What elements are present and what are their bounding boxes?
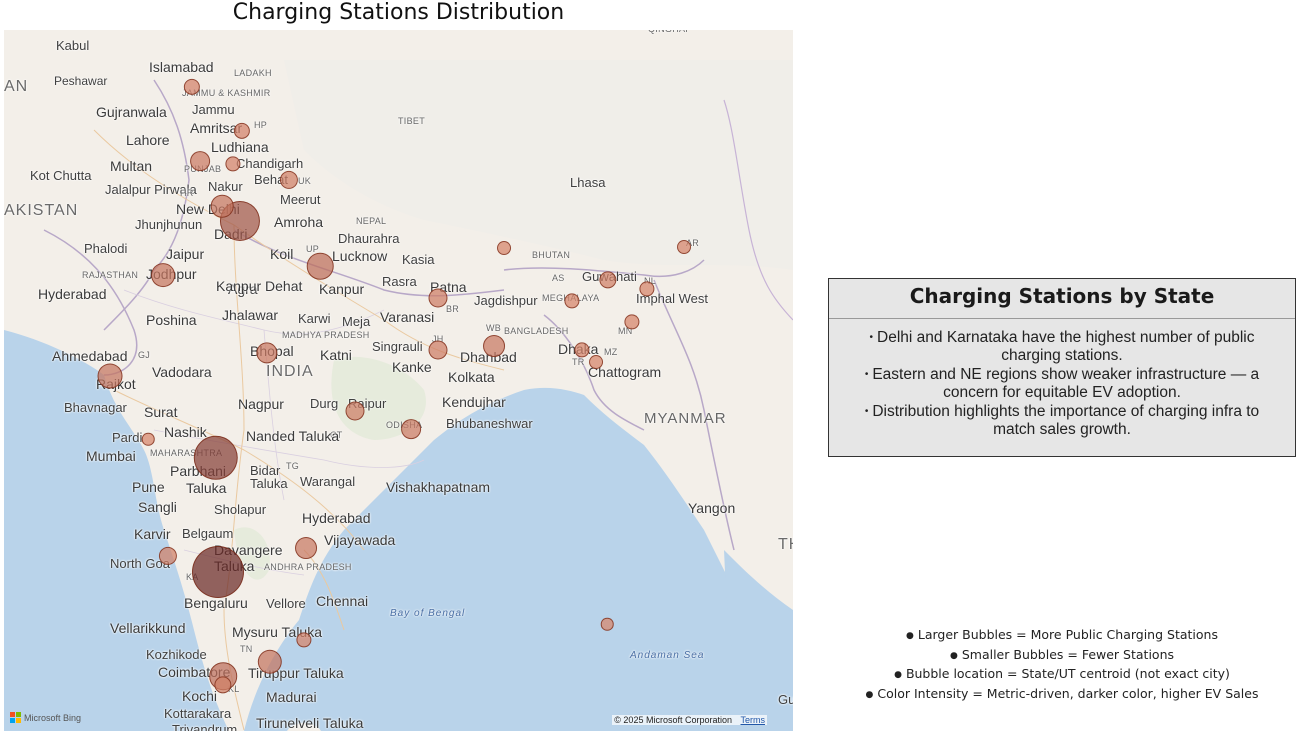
bubble-chandigarh[interactable] xyxy=(225,156,241,172)
map-basemap xyxy=(4,60,793,731)
legend-note: Smaller Bubbles = Fewer Stations xyxy=(828,646,1296,666)
insight-point: Eastern and NE regions show weaker infra… xyxy=(847,366,1277,402)
bubble-jharkhand[interactable] xyxy=(428,340,448,360)
insights-list: Delhi and Karnataka have the highest num… xyxy=(829,319,1295,439)
bubble-maharashtra[interactable] xyxy=(193,435,239,481)
border-line xyxy=(233,229,505,297)
bubble-tamil-nadu-tiruppur[interactable] xyxy=(257,649,283,675)
insights-card: Charging Stations by State Delhi and Kar… xyxy=(828,278,1296,457)
island-shape xyxy=(287,723,321,731)
legend-note: Bubble location = State/UT centroid (not… xyxy=(828,665,1296,685)
bubble-meghalaya[interactable] xyxy=(564,293,580,309)
bubble-assam[interactable] xyxy=(599,271,617,289)
border-line xyxy=(543,314,645,431)
bubble-nagaland[interactable] xyxy=(639,281,655,297)
bubble-jammu-kashmir[interactable] xyxy=(183,78,201,96)
legend-note: Larger Bubbles = More Public Charging St… xyxy=(828,626,1296,646)
bubble-bihar[interactable] xyxy=(428,288,448,308)
arabian-sea xyxy=(4,330,229,731)
bubble-andaman-nicobar[interactable] xyxy=(600,617,614,631)
border-line xyxy=(103,79,190,331)
bubble-manipur[interactable] xyxy=(624,314,640,330)
bing-logo-text: Microsoft Bing xyxy=(24,712,82,723)
state-line xyxy=(183,549,305,576)
state-line xyxy=(153,429,425,468)
state-line xyxy=(123,289,385,335)
east-sea xyxy=(724,550,793,730)
bubble-karnataka[interactable] xyxy=(192,546,244,598)
bubble-puducherry[interactable] xyxy=(296,632,312,648)
border-line xyxy=(43,229,138,376)
bubble-gujarat[interactable] xyxy=(97,363,123,389)
legend-notes: Larger Bubbles = More Public Charging St… xyxy=(828,626,1296,704)
bubble-madhya-pradesh[interactable] xyxy=(256,342,278,364)
terms-link[interactable]: Terms xyxy=(740,715,766,725)
bubble-uttarakhand[interactable] xyxy=(279,170,299,190)
map-copyright: © 2025 Microsoft Corporation Terms xyxy=(612,715,767,725)
insight-point: Distribution highlights the importance o… xyxy=(847,403,1277,439)
bubble-sikkim[interactable] xyxy=(497,241,511,255)
microsoft-logo-icon xyxy=(10,712,21,723)
map-canvas[interactable]: Kabul Peshawar Islamabad LADAKH JAMMU & KASH… xyxy=(4,30,793,731)
bubble-mizoram[interactable] xyxy=(589,355,603,369)
road-line xyxy=(113,389,365,551)
bubble-rajasthan[interactable] xyxy=(151,263,175,287)
copyright-text: © 2025 Microsoft Corporation xyxy=(614,715,732,725)
bubble-haryana[interactable] xyxy=(210,194,234,218)
bubble-tripura[interactable] xyxy=(574,342,590,358)
bubble-kerala[interactable] xyxy=(214,676,232,694)
bubble-west-bengal[interactable] xyxy=(483,335,505,357)
border-line xyxy=(653,279,735,551)
bubble-daman-diu[interactable] xyxy=(141,432,155,446)
legend-note: Color Intensity = Metric-driven, darker … xyxy=(828,685,1296,705)
road-line xyxy=(223,224,245,731)
border-line xyxy=(503,259,705,278)
bubble-arunachal-pradesh[interactable] xyxy=(677,240,691,254)
bing-logo[interactable]: Microsoft Bing xyxy=(10,712,81,723)
tibet-region xyxy=(284,60,793,270)
bubble-punjab[interactable] xyxy=(190,151,210,171)
bubble-uttar-pradesh[interactable] xyxy=(306,252,334,280)
bubble-telangana-ap[interactable] xyxy=(295,537,317,559)
bubble-chhattisgarh[interactable] xyxy=(345,401,365,421)
bubble-himachal-pradesh[interactable] xyxy=(233,122,251,140)
map-title: Charging Stations Distribution xyxy=(232,0,565,25)
insight-point: Delhi and Karnataka have the highest num… xyxy=(847,329,1277,365)
bay-of-bengal xyxy=(244,387,793,731)
insights-title: Charging Stations by State xyxy=(829,279,1295,319)
bubble-goa[interactable] xyxy=(158,546,178,566)
bubble-odisha[interactable] xyxy=(401,419,421,439)
border-line xyxy=(723,99,793,321)
